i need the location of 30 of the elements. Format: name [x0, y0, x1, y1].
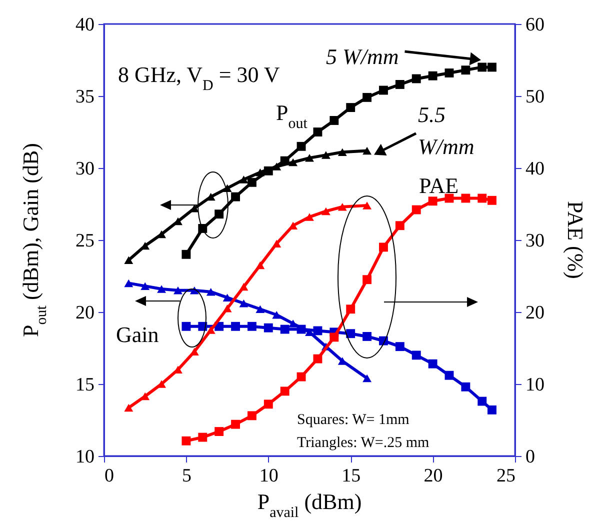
y2-axis-title: PAE (%)	[563, 200, 588, 280]
y2-tick-label: 10	[526, 374, 544, 396]
y-tick-label: 15	[76, 374, 94, 396]
x-axis-title: P$_{avail}$ (dBm)	[257, 489, 362, 521]
annotation: Triangles: W=.25 mm	[297, 435, 430, 451]
annotation: Gain	[116, 322, 159, 347]
annotation: 5.5 W/mm	[418, 102, 474, 159]
y2-tick-label: 30	[526, 230, 544, 252]
annotation: P$_{out}$	[276, 100, 308, 132]
x-tick-label: 20	[424, 466, 443, 486]
y2-tick-label: 50	[526, 86, 544, 108]
y-tick-label: 20	[76, 302, 94, 324]
x-tick-label: 5	[182, 466, 192, 486]
y-tick-label: 35	[76, 86, 94, 108]
y-tick-label: 10	[76, 446, 94, 468]
y2-tick-label: 40	[526, 158, 544, 180]
x-tick-label: 0	[104, 466, 114, 486]
annotation: 5 W/mm	[326, 44, 399, 69]
annotation: 8 GHz, V$_{D}$ = 30 V	[118, 62, 280, 94]
y-tick-label: 25	[76, 230, 94, 252]
y-tick-label: 30	[76, 158, 94, 180]
annotation: PAE	[419, 173, 459, 198]
x-tick-label: 15	[342, 466, 361, 486]
y2-tick-label: 20	[526, 302, 544, 324]
y2-tick-label: 0	[526, 446, 535, 468]
y-tick-label: 40	[76, 14, 94, 36]
annotation: Squares: W= 1mm	[297, 412, 410, 428]
x-tick-label: 10	[259, 466, 278, 486]
y2-tick-label: 60	[526, 14, 544, 36]
x-tick-label: 25	[496, 466, 516, 486]
